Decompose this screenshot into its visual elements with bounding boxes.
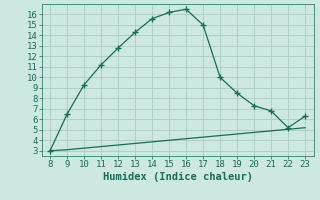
X-axis label: Humidex (Indice chaleur): Humidex (Indice chaleur)	[103, 172, 252, 182]
